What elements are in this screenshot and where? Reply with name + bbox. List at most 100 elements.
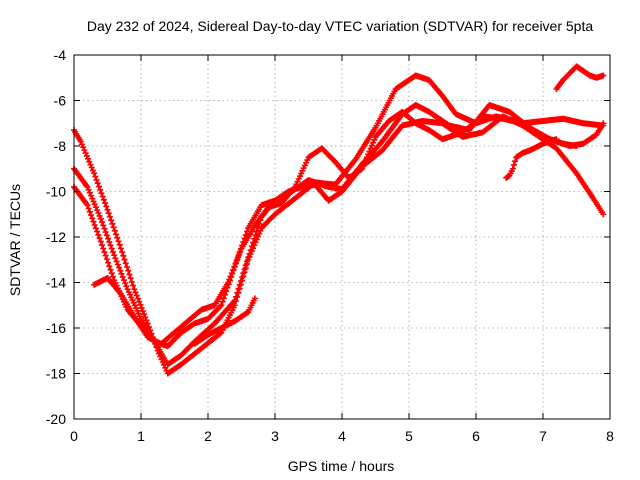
data-point [228, 270, 235, 277]
y-axis-label: SDTVAR / TECUs [7, 184, 23, 296]
data-point [242, 231, 249, 238]
x-tick-label: 8 [606, 428, 614, 444]
data-point [94, 180, 101, 187]
data-point [121, 256, 128, 263]
data-point [105, 210, 112, 217]
data-point [85, 205, 92, 212]
data-point [100, 222, 107, 229]
data-point [86, 208, 93, 215]
data-point [137, 301, 144, 308]
x-tick-label: 7 [539, 428, 547, 444]
data-point [123, 263, 130, 270]
data-point [90, 218, 97, 225]
data-point [233, 257, 240, 264]
data-point [509, 165, 516, 172]
data-point [113, 258, 120, 265]
data-point [106, 213, 113, 220]
data-point [130, 282, 137, 289]
data-point [108, 245, 115, 252]
data-point [234, 254, 241, 261]
data-point [248, 243, 255, 250]
data-point [99, 242, 106, 249]
y-tick-label: -14 [46, 275, 66, 291]
y-tick-label: -10 [46, 184, 66, 200]
data-point [231, 263, 238, 270]
x-tick-label: 5 [405, 428, 413, 444]
data-point [220, 295, 227, 302]
data-point [97, 238, 104, 245]
data-point [107, 266, 114, 273]
data-point [100, 196, 107, 203]
data-point [600, 72, 607, 79]
ticks [73, 54, 611, 420]
data-point [111, 252, 118, 259]
data-point [89, 215, 96, 222]
data-point [600, 211, 607, 218]
data-point [96, 235, 103, 242]
data-point [117, 267, 124, 274]
data-point [101, 225, 108, 232]
x-tick-label: 1 [137, 428, 145, 444]
y-tick-label: -18 [46, 366, 66, 382]
data-point [243, 258, 250, 265]
data-point [250, 239, 257, 246]
series-track-6 [503, 136, 560, 181]
data-point [251, 295, 258, 302]
data-point [242, 262, 249, 269]
data-point [109, 248, 116, 255]
data-point [237, 278, 244, 285]
data-point [600, 122, 607, 129]
data-point [102, 229, 109, 236]
y-tick-label: -6 [54, 93, 67, 109]
data-point [133, 292, 140, 299]
x-tick-label: 3 [271, 428, 279, 444]
data-point [232, 260, 239, 267]
data-point [227, 273, 234, 280]
data-point [253, 228, 260, 235]
data-point [128, 278, 135, 285]
data-point [112, 255, 119, 262]
y-tick-labels: -20 -18 -16 -14 -12 -10 -8 -6 -4 [46, 47, 66, 427]
series-track-4 [91, 108, 607, 347]
data-point [131, 286, 138, 293]
data-point [99, 193, 106, 200]
data-point [122, 260, 129, 267]
data-point [247, 247, 254, 254]
data-point [219, 298, 226, 305]
y-tick-label: -8 [54, 138, 67, 154]
data-point [239, 274, 246, 281]
data-point [126, 271, 133, 278]
data-point [105, 235, 112, 242]
data-point [132, 289, 139, 296]
data-point [116, 241, 123, 248]
data-point [97, 215, 104, 222]
data-point [553, 136, 560, 143]
data-point [120, 277, 127, 284]
x-tick-labels: 0 1 2 3 4 5 6 7 8 [70, 428, 614, 444]
data-point [103, 256, 110, 263]
data-point [114, 261, 121, 268]
x-tick-label: 6 [472, 428, 480, 444]
data-point [231, 297, 238, 304]
data-point [94, 228, 101, 235]
data-point [125, 267, 132, 274]
x-tick-label: 0 [70, 428, 78, 444]
data-point [139, 308, 146, 315]
data-point [233, 293, 240, 300]
data-point [106, 238, 113, 245]
data-point [102, 200, 109, 207]
data-point [102, 252, 109, 259]
data-point [142, 314, 149, 321]
data-point [229, 267, 236, 274]
y-tick-label: -16 [46, 320, 66, 336]
data-point [95, 183, 102, 190]
data-point [119, 273, 126, 280]
data-point [91, 222, 98, 229]
x-axis-label: GPS time / hours [288, 458, 395, 474]
data-point [108, 270, 115, 277]
data-point [136, 298, 143, 305]
data-point [113, 231, 120, 238]
data-point [98, 190, 105, 197]
data-point [115, 238, 122, 245]
data-point [240, 270, 247, 277]
